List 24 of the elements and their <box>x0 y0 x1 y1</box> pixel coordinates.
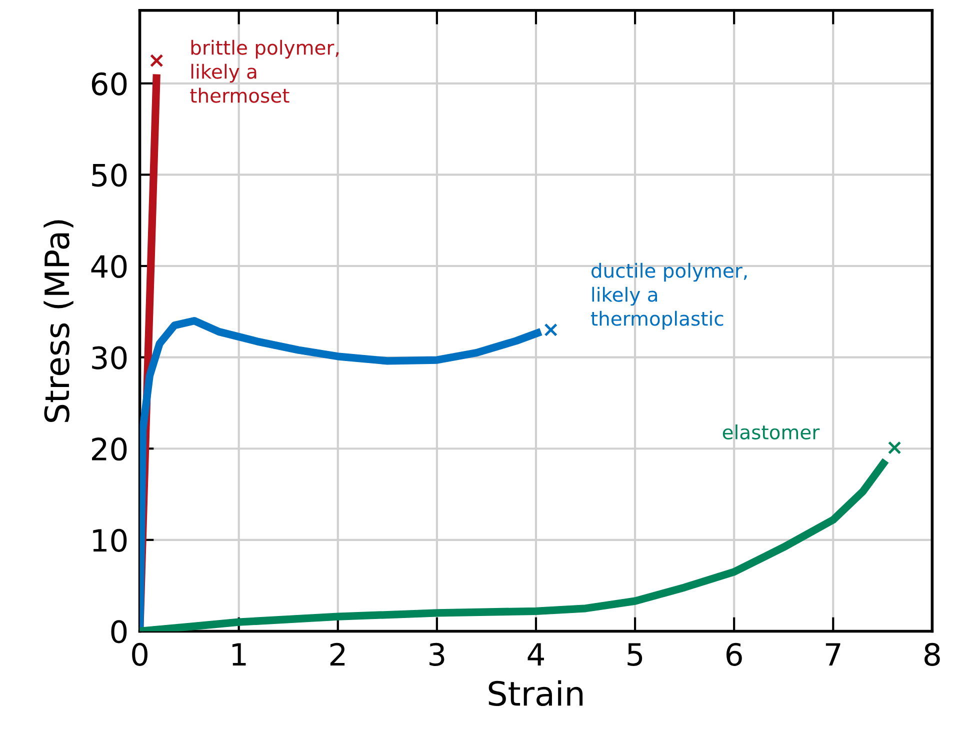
point <box>150 54 164 68</box>
x-tick-label: 6 <box>726 642 742 666</box>
y-tick-label: 30 <box>92 346 127 370</box>
x-axis-title: Strain <box>488 680 583 706</box>
x-tick-label: 7 <box>826 643 840 666</box>
x-tick-label: 8 <box>924 642 940 666</box>
text: ductile polymer, likely a thermoplastic <box>590 262 747 330</box>
x-tick-label: 3 <box>430 642 444 666</box>
y-tick-label: 40 <box>91 254 127 278</box>
y-axis-title: Stress (MPa) <box>44 220 74 422</box>
point <box>544 323 558 337</box>
y-tick-label: 50 <box>92 164 127 187</box>
x-tick-label: 2 <box>330 642 345 666</box>
y-tick-label: 20 <box>92 438 127 461</box>
x-tick-label: 1 <box>232 643 246 666</box>
x-tick-label: 4 <box>528 643 544 666</box>
series-label: brittle polymer, likely a thermoset <box>190 40 338 103</box>
y-tick-label: 60 <box>92 72 127 96</box>
y-tick-label: 0 <box>111 620 127 644</box>
y-tick-label: 10 <box>93 528 127 552</box>
x-tick-label: 5 <box>628 643 642 666</box>
x-tick-label: 0 <box>132 642 148 666</box>
point <box>888 441 902 454</box>
text: elastomer <box>722 424 820 440</box>
